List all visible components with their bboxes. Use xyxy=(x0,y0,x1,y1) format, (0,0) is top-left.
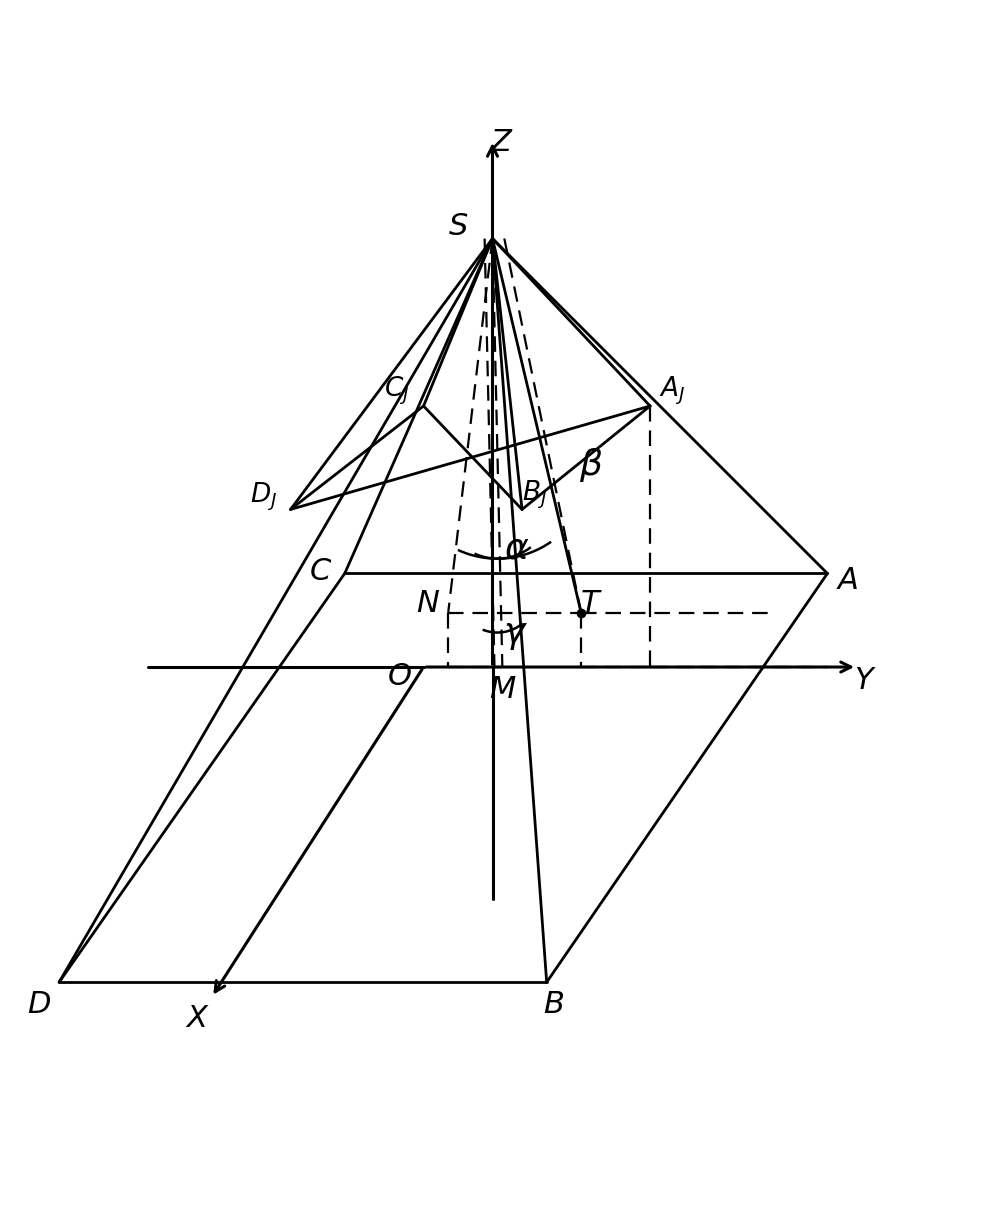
Text: $\alpha$: $\alpha$ xyxy=(504,532,530,566)
Text: $T$: $T$ xyxy=(580,589,602,617)
Text: $A$: $A$ xyxy=(836,566,858,595)
Text: $X$: $X$ xyxy=(184,1005,210,1034)
Text: $Y$: $Y$ xyxy=(854,666,876,696)
Text: $B_J$: $B_J$ xyxy=(522,479,548,511)
Text: $D$: $D$ xyxy=(28,990,51,1019)
Text: $B$: $B$ xyxy=(543,990,564,1019)
Text: $C_J$: $C_J$ xyxy=(384,375,410,408)
Text: $N$: $N$ xyxy=(417,589,440,617)
Text: $M$: $M$ xyxy=(489,675,516,704)
Text: $\beta$: $\beta$ xyxy=(579,446,603,484)
Text: $C$: $C$ xyxy=(308,557,332,586)
Text: $A_J$: $A_J$ xyxy=(659,375,685,408)
Text: $\gamma$: $\gamma$ xyxy=(502,617,528,651)
Text: $Z$: $Z$ xyxy=(491,128,514,157)
Text: $D_J$: $D_J$ xyxy=(250,480,278,513)
Text: $O$: $O$ xyxy=(386,662,412,691)
Text: $S$: $S$ xyxy=(448,212,468,241)
